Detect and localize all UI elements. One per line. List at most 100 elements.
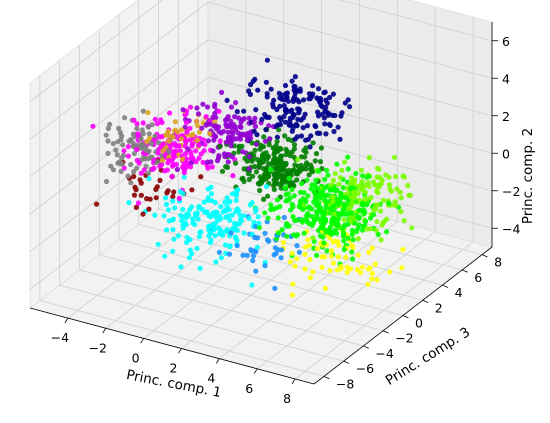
data-point <box>316 168 322 174</box>
data-point <box>337 136 343 142</box>
data-point <box>349 249 355 255</box>
data-point <box>298 154 305 160</box>
data-point <box>167 144 173 150</box>
data-point <box>164 190 170 196</box>
data-point <box>397 189 403 195</box>
data-point <box>276 90 282 96</box>
data-point <box>217 226 223 232</box>
data-point <box>166 138 172 144</box>
data-point <box>228 118 234 124</box>
data-point <box>256 164 262 170</box>
data-point <box>362 218 369 224</box>
data-point <box>303 149 309 155</box>
x-axis-line <box>29 307 315 385</box>
data-point <box>185 146 191 152</box>
data-point <box>323 218 329 224</box>
data-point <box>387 269 393 275</box>
data-point <box>367 215 374 221</box>
data-point <box>125 144 131 150</box>
data-point <box>383 172 389 178</box>
data-point <box>216 249 222 255</box>
data-point <box>216 153 222 159</box>
data-point <box>116 125 122 131</box>
data-point <box>332 188 339 194</box>
data-point <box>289 107 295 113</box>
data-point <box>294 243 300 249</box>
data-point <box>212 233 218 239</box>
data-point <box>265 193 271 199</box>
data-point <box>213 214 219 220</box>
data-point <box>286 175 292 181</box>
data-point <box>119 155 125 161</box>
data-point <box>244 252 250 258</box>
data-point <box>323 229 329 235</box>
data-point <box>145 110 151 116</box>
data-point <box>347 104 353 110</box>
data-point <box>305 193 311 199</box>
data-point <box>253 206 259 212</box>
data-point <box>310 235 316 241</box>
data-point <box>378 208 384 214</box>
data-point <box>398 195 404 201</box>
x-tick-label: 4 <box>207 371 215 386</box>
data-point <box>324 192 331 198</box>
data-point <box>294 217 300 223</box>
data-point <box>274 134 280 140</box>
data-point <box>317 159 324 165</box>
data-point <box>188 164 194 170</box>
data-point <box>262 210 268 216</box>
data-point <box>251 128 257 134</box>
data-point <box>304 219 310 225</box>
grid-line <box>29 1 209 140</box>
data-point <box>222 199 228 205</box>
x-tick-label-mark <box>215 358 220 364</box>
data-point <box>135 133 141 139</box>
data-point <box>121 148 127 154</box>
data-point <box>347 185 353 192</box>
data-point <box>193 212 199 218</box>
grid-line <box>207 39 493 117</box>
data-point <box>380 220 386 226</box>
data-point <box>141 167 147 173</box>
data-point <box>237 212 243 218</box>
data-point <box>167 110 173 116</box>
data-point <box>251 119 257 125</box>
data-point <box>233 191 239 197</box>
data-point <box>226 251 233 257</box>
data-point <box>233 136 239 142</box>
data-point <box>227 140 234 146</box>
data-point <box>248 247 254 253</box>
data-point <box>350 200 356 206</box>
data-point <box>160 141 166 147</box>
data-point <box>360 223 366 229</box>
data-point <box>138 180 144 186</box>
y-tick-label-mark <box>442 284 449 288</box>
data-point <box>197 229 203 236</box>
data-point <box>140 211 146 217</box>
data-point <box>210 148 216 154</box>
data-point <box>374 165 381 171</box>
data-point <box>153 195 159 201</box>
data-point <box>305 237 311 243</box>
data-point <box>208 184 214 190</box>
data-point <box>405 182 411 189</box>
data-point <box>246 166 252 172</box>
data-point <box>330 260 337 266</box>
data-point <box>204 104 211 110</box>
data-point <box>228 104 235 110</box>
data-point <box>273 250 279 257</box>
data-point <box>291 142 298 148</box>
data-point <box>327 224 334 230</box>
z-tick-label: 0 <box>502 146 510 161</box>
data-point <box>128 137 134 143</box>
data-point <box>246 176 252 183</box>
data-point <box>349 231 355 237</box>
grid-line <box>29 76 209 215</box>
data-point <box>170 248 176 254</box>
data-point <box>292 263 298 269</box>
data-point <box>131 192 138 198</box>
data-point <box>367 226 373 232</box>
data-point <box>252 147 258 153</box>
data-point <box>264 57 270 63</box>
